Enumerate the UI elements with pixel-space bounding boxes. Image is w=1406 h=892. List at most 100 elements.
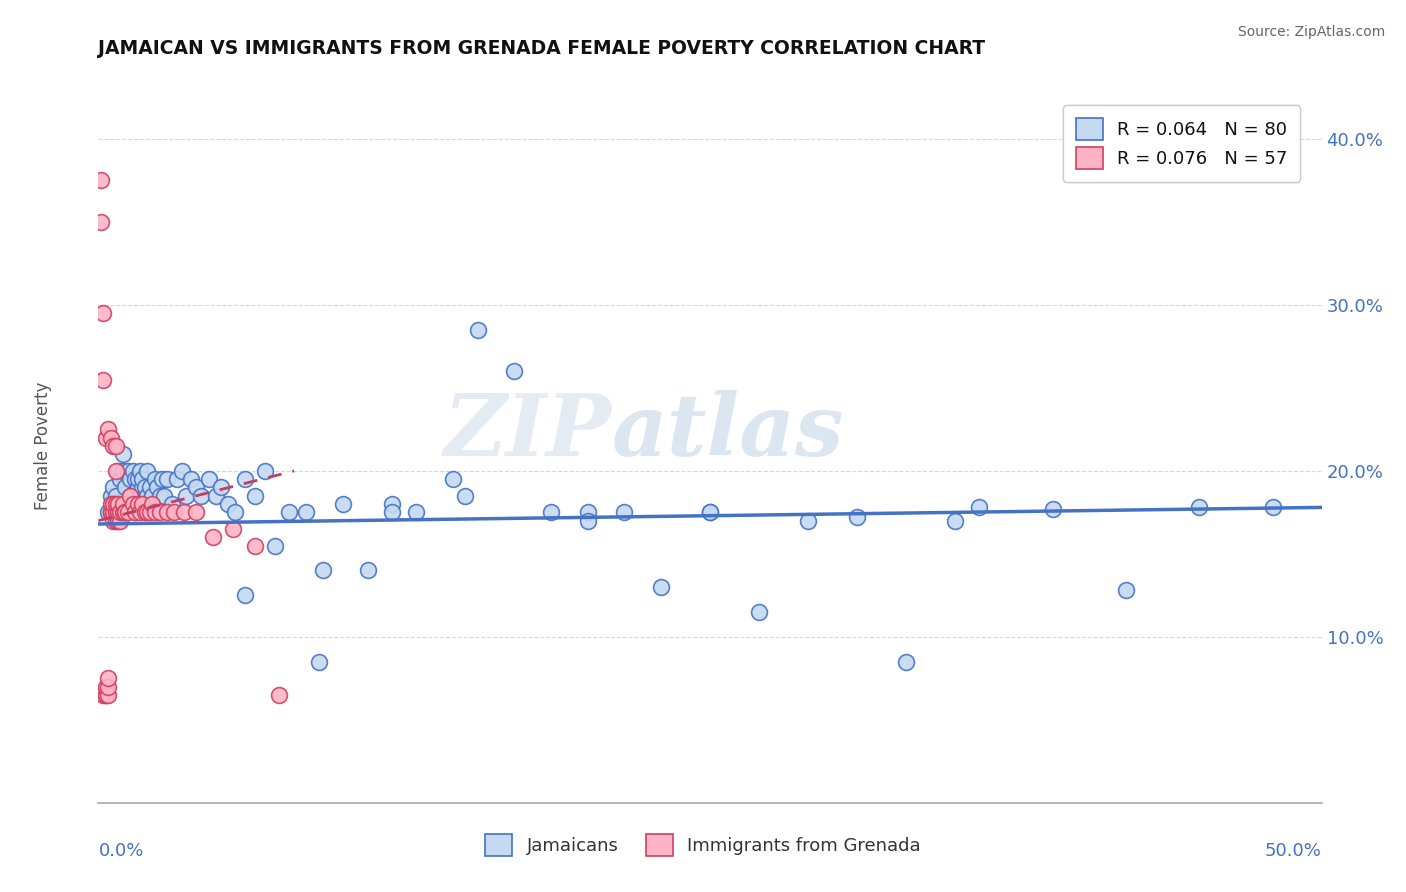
Point [124, 472, 146, 486]
Text: JAMAICAN VS IMMIGRANTS FROM GRENADA FEMALE POVERTY CORRELATION CHART: JAMAICAN VS IMMIGRANTS FROM GRENADA FEMA… [98, 39, 986, 58]
Point [91, 688, 114, 702]
Point [650, 580, 672, 594]
Point [699, 505, 721, 519]
Point [243, 489, 266, 503]
Point [153, 489, 176, 503]
Point [104, 497, 127, 511]
Point [149, 489, 172, 503]
Text: Female Poverty: Female Poverty [34, 382, 52, 510]
Point [111, 497, 134, 511]
Point [117, 464, 139, 478]
Point [160, 497, 183, 511]
Point [129, 505, 152, 519]
Point [163, 505, 186, 519]
Point [91, 373, 114, 387]
Point [146, 481, 169, 495]
Point [121, 497, 143, 511]
Point [233, 472, 256, 486]
Point [127, 481, 149, 495]
Point [156, 505, 179, 519]
Point [110, 505, 132, 519]
Point [100, 505, 122, 519]
Point [131, 481, 153, 495]
Point [139, 481, 162, 495]
Point [797, 514, 820, 528]
Point [503, 364, 526, 378]
Point [129, 464, 152, 478]
Point [205, 489, 228, 503]
Point [150, 472, 173, 486]
Point [217, 497, 239, 511]
Point [136, 464, 159, 478]
Point [209, 481, 232, 495]
Point [107, 497, 129, 511]
Point [170, 464, 193, 478]
Point [576, 505, 599, 519]
Point [141, 497, 163, 511]
Point [104, 464, 127, 478]
Point [134, 489, 156, 503]
Point [141, 489, 163, 503]
Point [110, 472, 132, 486]
Point [114, 505, 136, 519]
Point [136, 505, 159, 519]
Point [166, 472, 188, 486]
Point [100, 431, 122, 445]
Point [356, 564, 378, 578]
Point [467, 323, 489, 337]
Point [129, 489, 152, 503]
Point [454, 489, 477, 503]
Point [120, 489, 142, 503]
Point [101, 505, 124, 519]
Point [134, 481, 156, 495]
Point [120, 472, 142, 486]
Point [127, 472, 149, 486]
Point [263, 539, 285, 553]
Point [845, 510, 868, 524]
Point [120, 489, 142, 503]
Point [107, 505, 129, 519]
Point [748, 605, 770, 619]
Legend: R = 0.064   N = 80, R = 0.076   N = 57: R = 0.064 N = 80, R = 0.076 N = 57 [1063, 105, 1301, 182]
Point [104, 505, 127, 519]
Point [1188, 500, 1211, 515]
Point [90, 173, 112, 187]
Point [1115, 583, 1137, 598]
Point [243, 539, 266, 553]
Point [104, 514, 127, 528]
Point [107, 514, 129, 528]
Point [278, 505, 301, 519]
Point [186, 505, 208, 519]
Point [114, 505, 136, 519]
Point [100, 489, 122, 503]
Point [295, 505, 318, 519]
Point [121, 464, 143, 478]
Point [117, 505, 139, 519]
Point [332, 497, 354, 511]
Point [124, 505, 146, 519]
Point [94, 688, 117, 702]
Point [110, 514, 132, 528]
Point [381, 497, 404, 511]
Point [202, 530, 225, 544]
Point [943, 514, 966, 528]
Text: ZIP: ZIP [444, 390, 612, 474]
Point [101, 497, 124, 511]
Point [101, 514, 124, 528]
Point [894, 655, 917, 669]
Point [136, 489, 159, 503]
Point [233, 588, 256, 602]
Point [90, 215, 112, 229]
Text: Source: ZipAtlas.com: Source: ZipAtlas.com [1237, 25, 1385, 39]
Point [97, 671, 120, 685]
Point [134, 505, 156, 519]
Point [127, 497, 149, 511]
Legend: Jamaicans, Immigrants from Grenada: Jamaicans, Immigrants from Grenada [477, 825, 929, 865]
Point [139, 505, 162, 519]
Point [131, 472, 153, 486]
Point [1042, 502, 1064, 516]
Point [94, 431, 117, 445]
Point [97, 680, 120, 694]
Point [97, 422, 120, 436]
Point [967, 500, 990, 515]
